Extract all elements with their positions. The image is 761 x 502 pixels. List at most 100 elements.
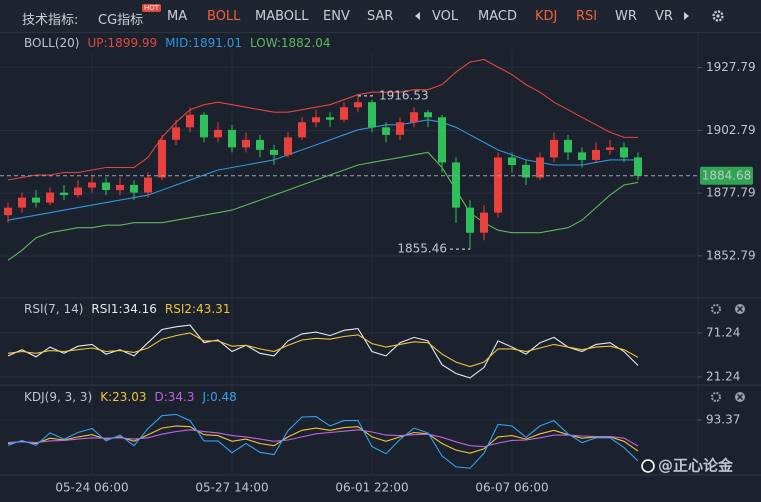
last-price-label: 1884.68 <box>702 168 752 182</box>
candle-body <box>270 149 278 155</box>
close-icon[interactable] <box>735 304 745 314</box>
watermark-text: @正心论金 <box>658 457 734 475</box>
close-icon[interactable] <box>735 392 745 402</box>
indicator-name: RSI(7, 14) <box>24 302 83 316</box>
candle-body <box>620 147 628 158</box>
indicator-tab[interactable]: KDJ <box>535 9 558 24</box>
candle-body <box>228 129 236 148</box>
indicator-tab[interactable]: WR <box>615 9 637 24</box>
indicator-tab[interactable]: SAR <box>367 9 394 24</box>
candle-body <box>46 192 54 203</box>
gear <box>711 304 721 314</box>
candle-body <box>326 117 334 120</box>
candle-body <box>284 137 292 155</box>
legend-value: 1899.99 <box>108 36 158 50</box>
panel-header: KDJ(9, 3, 3) K:23.03 D:34.3 J:0.48 <box>24 390 237 404</box>
candle-body <box>550 139 558 158</box>
indicator-tab[interactable]: MACD <box>478 9 517 24</box>
candle-body <box>396 122 404 135</box>
legend-value: 43.31 <box>196 302 230 316</box>
legend-value: 0.48 <box>210 390 237 404</box>
min-annotation: 1855.46 <box>397 242 447 256</box>
candle-body <box>298 122 306 138</box>
settings-icon[interactable] <box>711 304 721 314</box>
legend-name: MID: <box>165 36 192 50</box>
indicator-line <box>7 332 639 368</box>
indicator-line <box>7 151 639 261</box>
indicator-line <box>7 413 639 469</box>
legend-name: LOW: <box>250 36 281 50</box>
legend-name: RSI2: <box>165 302 196 316</box>
y-tick-label: 71.24 <box>706 325 740 339</box>
watermark: @正心论金 <box>641 457 734 475</box>
last-price-box <box>700 166 753 185</box>
x-tick-label: 05-24 06:00 <box>55 481 128 495</box>
indicator-tab[interactable]: MA <box>167 9 188 24</box>
candle-body <box>4 207 12 216</box>
legend-name: D: <box>154 390 167 404</box>
scroll-right[interactable] <box>682 11 690 21</box>
legend-name: K: <box>100 390 112 404</box>
indicator-tab[interactable]: CG指标 <box>98 13 144 28</box>
indicator-tab[interactable]: VOL <box>432 9 459 24</box>
legend-value: 1891.01 <box>192 36 242 50</box>
legend-name: RSI1: <box>91 302 122 316</box>
candle-body <box>508 157 516 165</box>
max-annotation: 1916.53 <box>379 88 429 102</box>
close-x <box>736 393 744 401</box>
y-tick-label: 1927.79 <box>706 60 756 74</box>
indicator-tab[interactable]: MABOLL <box>255 9 309 24</box>
candle-body <box>368 102 376 128</box>
legend-value: 1882.04 <box>281 36 331 50</box>
candle-body <box>32 197 40 203</box>
candle-body <box>494 157 502 213</box>
close-x <box>736 305 744 313</box>
indicator-tab[interactable]: VR <box>655 9 673 24</box>
candle-body <box>172 127 180 140</box>
candle-body <box>606 147 614 150</box>
settings-icon[interactable] <box>711 392 721 402</box>
candle-body <box>74 187 82 196</box>
hot-badge: HOT <box>142 4 162 12</box>
indicator-tab[interactable]: RSI <box>576 9 598 24</box>
candle-body <box>200 114 208 138</box>
background <box>0 32 761 502</box>
candle-body <box>102 182 110 191</box>
candle-body <box>564 139 572 153</box>
indicator-tab[interactable]: ENV <box>323 9 350 24</box>
scroll-left[interactable] <box>414 11 422 21</box>
indicator-name: BOLL(20) <box>24 36 79 50</box>
candle-body <box>438 117 446 163</box>
indicator-tab[interactable]: BOLL <box>207 9 241 24</box>
toolbar-title: 技术指标: <box>22 13 79 28</box>
x-tick-label: 06-07 06:00 <box>475 481 548 495</box>
settings-icon[interactable] <box>711 9 725 23</box>
candle-body <box>592 149 600 160</box>
candle-body <box>144 177 152 193</box>
candle-body <box>578 152 586 160</box>
candle-body <box>354 102 362 108</box>
candle-body <box>116 185 124 191</box>
candle-body <box>186 114 194 128</box>
candle-body <box>410 112 418 123</box>
candle-body <box>382 127 390 135</box>
legend-name: UP: <box>87 36 107 50</box>
indicator-line <box>7 119 638 221</box>
indicator-line <box>7 324 639 379</box>
candle-body <box>424 112 432 118</box>
candle-body <box>634 157 642 176</box>
y-tick-label: 1877.79 <box>706 186 756 200</box>
candle-body <box>480 212 488 233</box>
x-tick-label: 06-01 22:00 <box>335 481 408 495</box>
y-tick-label: 93.37 <box>706 412 740 426</box>
y-tick-label: 21.24 <box>706 369 740 383</box>
candle-body <box>60 192 68 196</box>
candle-body <box>452 162 460 208</box>
candle-body <box>18 197 26 208</box>
candle-body <box>312 117 320 123</box>
indicator-name: KDJ(9, 3, 3) <box>24 390 92 404</box>
candle-body <box>242 139 250 148</box>
candle-body <box>536 157 544 178</box>
